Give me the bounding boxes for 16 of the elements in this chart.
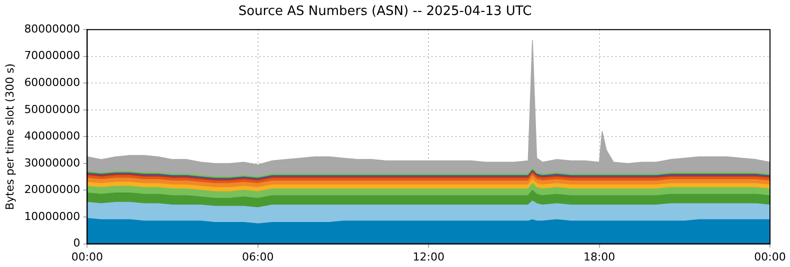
y-tick-label: 60000000 <box>24 76 80 90</box>
y-tick-label: 80000000 <box>24 22 80 36</box>
y-tick-label: 70000000 <box>24 49 80 62</box>
x-tick-label: 12:00 <box>412 250 444 264</box>
y-tick-label: 20000000 <box>24 183 80 196</box>
y-tick-label: 40000000 <box>24 130 80 143</box>
x-tick-label: 00:00 <box>754 250 786 264</box>
y-axis-title: Bytes per time slot (300 s) <box>3 63 16 210</box>
chart-title: Source AS Numbers (ASN) -- 2025-04-13 UTC <box>238 4 532 20</box>
y-tick-label: 30000000 <box>24 156 80 170</box>
y-tick-label: 10000000 <box>24 210 80 223</box>
y-tick-label: 50000000 <box>24 102 80 116</box>
x-tick-label: 00:00 <box>71 250 104 264</box>
x-tick-label: 06:00 <box>242 250 274 264</box>
x-tick-label: 18:00 <box>583 250 616 264</box>
y-tick-label: 0 <box>73 236 80 250</box>
